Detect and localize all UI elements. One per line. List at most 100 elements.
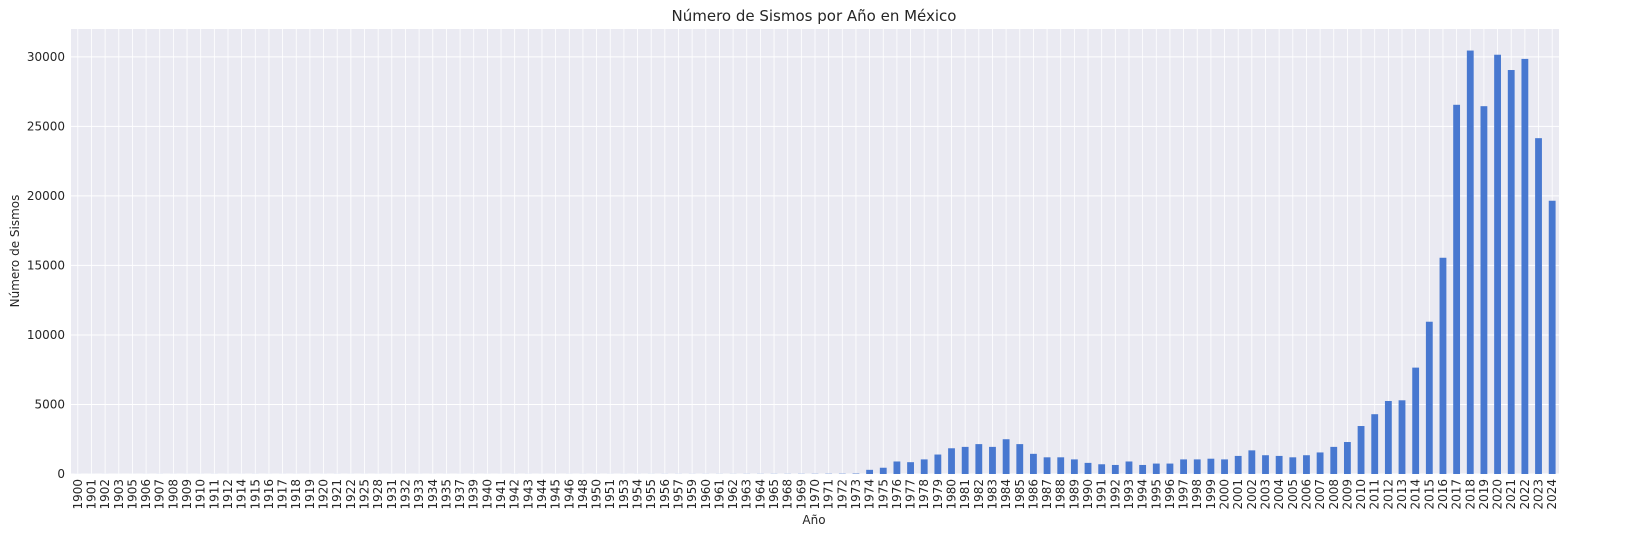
- x-tick-label: 1957: [671, 479, 685, 510]
- x-tick-label: 2002: [1245, 479, 1259, 510]
- bar-1984: [1002, 439, 1010, 474]
- x-tick-label: 1937: [453, 479, 467, 510]
- x-tick-label: 1931: [385, 479, 399, 510]
- x-tick-label: 2012: [1381, 479, 1395, 510]
- x-tick-label: 1975: [876, 479, 890, 510]
- x-tick-label: 1969: [794, 479, 808, 510]
- x-tick-label: 1964: [753, 479, 767, 510]
- x-tick-label: 1960: [699, 479, 713, 510]
- bar-2017: [1453, 104, 1461, 474]
- bar-2021: [1507, 70, 1515, 474]
- x-tick-label: 1999: [1204, 479, 1218, 510]
- x-tick-label: 2005: [1286, 479, 1300, 510]
- bar-2001: [1234, 455, 1242, 474]
- x-tick-label: 2007: [1313, 479, 1327, 510]
- x-tick-label: 2004: [1272, 479, 1286, 510]
- bar-2016: [1439, 257, 1447, 474]
- x-tick-label: 1962: [726, 479, 740, 510]
- x-tick-label: 1977: [904, 479, 918, 510]
- x-tick-label: 1905: [125, 479, 139, 510]
- y-tick-label: 30000: [27, 50, 65, 64]
- bar-1974: [866, 469, 874, 474]
- x-tick-label: 1939: [467, 479, 481, 510]
- x-tick-label: 1934: [426, 479, 440, 510]
- bar-2003: [1262, 455, 1269, 474]
- bar-2006: [1303, 455, 1310, 474]
- x-tick-label: 2009: [1340, 479, 1354, 510]
- y-axis-label: Número de Sismos: [8, 195, 22, 308]
- x-tick-label: 1914: [235, 479, 249, 510]
- chart-title: Número de Sismos por Año en México: [672, 7, 957, 25]
- x-tick-label: 1994: [1136, 479, 1150, 510]
- bar-1980: [948, 448, 955, 474]
- x-tick-label: 1995: [1149, 479, 1163, 510]
- bar-2022: [1521, 58, 1529, 474]
- bar-2024: [1548, 200, 1556, 474]
- x-tick-label: 1928: [371, 479, 385, 510]
- x-tick-label: 2010: [1354, 479, 1368, 510]
- x-tick-label: 1922: [344, 479, 358, 510]
- x-tick-label: 1908: [166, 479, 180, 510]
- bar-2000: [1221, 459, 1228, 474]
- y-tick-labels: 0 5000 10000 15000 20000 25000 30000: [27, 50, 65, 481]
- x-tick-label: 2022: [1518, 479, 1532, 510]
- x-tick-label: 1988: [1054, 479, 1068, 510]
- x-tick-label: 1918: [289, 479, 303, 510]
- x-tick-label: 2016: [1436, 479, 1450, 510]
- bar-2014: [1412, 367, 1420, 474]
- bar-1986: [1030, 453, 1037, 474]
- x-tick-label: 1912: [221, 479, 235, 510]
- x-axis-label: Año: [802, 513, 825, 527]
- x-tick-label: 1990: [1081, 479, 1095, 510]
- x-tick-label: 1933: [412, 479, 426, 510]
- x-tick-label: 1998: [1190, 479, 1204, 510]
- x-tick-label: 1996: [1163, 479, 1177, 510]
- bar-2011: [1371, 414, 1379, 474]
- x-tick-label: 1984: [999, 479, 1013, 510]
- x-tick-label: 1973: [849, 479, 863, 510]
- bar-1979: [934, 454, 942, 474]
- x-tick-label: 1951: [603, 479, 617, 510]
- x-tick-label: 1948: [576, 479, 590, 510]
- x-tick-label: 1976: [890, 479, 904, 510]
- x-tick-label: 1961: [712, 479, 726, 510]
- x-tick-label: 1979: [931, 479, 945, 510]
- x-tick-label: 1982: [972, 479, 986, 510]
- bar-1991: [1098, 464, 1106, 474]
- x-tick-label: 2023: [1532, 479, 1546, 510]
- x-tick-label: 1920: [317, 479, 331, 510]
- bars: [74, 50, 1556, 474]
- y-tick-label: 0: [57, 467, 65, 481]
- x-tick-label: 1978: [917, 479, 931, 510]
- x-tick-label: 2003: [1258, 479, 1272, 510]
- x-tick-label: 1900: [71, 479, 85, 510]
- x-tick-label: 1971: [822, 479, 836, 510]
- bar-2019: [1480, 106, 1488, 474]
- bar-1988: [1057, 457, 1065, 474]
- bar-1994: [1139, 464, 1147, 474]
- x-tick-label: 1991: [1095, 479, 1109, 510]
- bar-2007: [1316, 452, 1324, 474]
- x-tick-label: 1911: [207, 479, 221, 510]
- bar-1997: [1180, 459, 1187, 474]
- bar-2023: [1535, 138, 1542, 474]
- x-tick-label: 1940: [480, 479, 494, 510]
- bar-1987: [1043, 457, 1051, 474]
- x-tick-label: 2015: [1422, 479, 1436, 510]
- x-tick-label: 2020: [1491, 479, 1505, 510]
- bar-1981: [961, 446, 969, 474]
- x-tick-label: 1968: [781, 479, 795, 510]
- y-tick-label: 5000: [34, 397, 65, 411]
- bar-2004: [1275, 455, 1283, 474]
- bar-1977: [907, 462, 914, 474]
- x-tick-label: 1906: [139, 479, 153, 510]
- x-tick-label: 2017: [1450, 479, 1464, 510]
- x-tick-label: 2008: [1327, 479, 1341, 510]
- bar-2020: [1494, 54, 1501, 474]
- bar-1975: [879, 467, 887, 474]
- x-tick-label: 2021: [1504, 479, 1518, 510]
- x-tick-label: 1943: [521, 479, 535, 510]
- bar-1982: [975, 444, 983, 474]
- y-tick-label: 15000: [27, 258, 65, 272]
